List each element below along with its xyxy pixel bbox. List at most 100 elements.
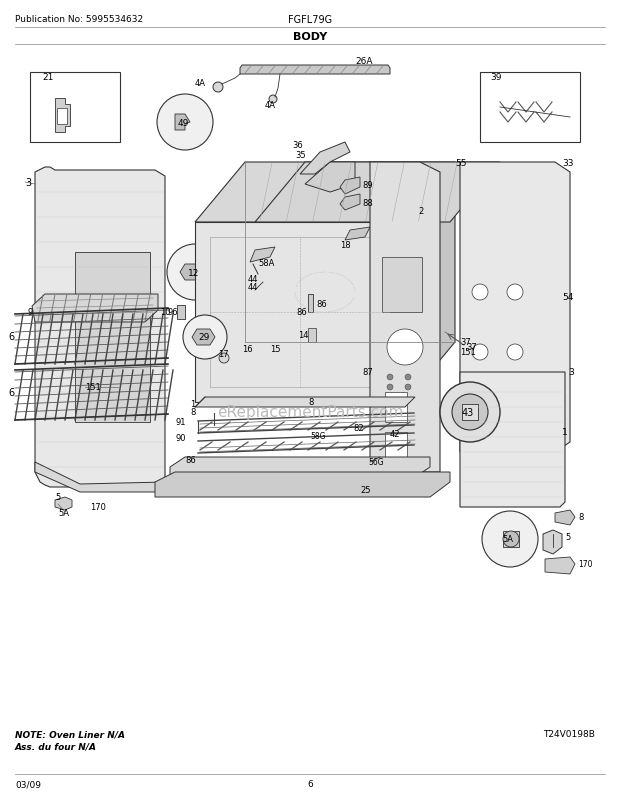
Bar [462,404,478,420]
Text: 18: 18 [340,241,351,249]
Text: 37: 37 [466,343,477,352]
Text: 15: 15 [270,345,280,354]
Text: 33: 33 [562,158,574,168]
Polygon shape [340,195,360,211]
Text: 43: 43 [462,407,474,418]
Text: 86: 86 [316,300,327,309]
Bar [177,306,185,320]
Bar [30,73,120,143]
Polygon shape [255,163,500,223]
Text: 88: 88 [362,198,373,207]
Text: 91: 91 [175,418,185,427]
Circle shape [472,345,488,361]
Text: eReplacementParts.com: eReplacementParts.com [217,405,403,420]
Circle shape [183,316,227,359]
Text: 3: 3 [568,368,574,377]
Text: 3: 3 [25,178,31,188]
Text: 87: 87 [362,368,373,377]
Bar [308,294,313,313]
Circle shape [213,83,223,93]
Text: 16: 16 [242,345,252,354]
Text: Publication No: 5995534632: Publication No: 5995534632 [15,15,143,25]
Polygon shape [345,228,370,241]
Text: 1: 1 [190,400,195,409]
Text: 21: 21 [42,72,53,81]
Bar [382,257,422,313]
Circle shape [503,532,519,547]
Polygon shape [240,66,390,75]
Bar [385,432,407,457]
Text: 86: 86 [296,308,307,317]
Circle shape [531,428,539,436]
Text: 6: 6 [8,387,14,398]
Text: T24V0198B: T24V0198B [543,730,595,739]
Circle shape [387,375,393,380]
Text: FGFL79G: FGFL79G [288,15,332,25]
Polygon shape [545,557,575,574]
Circle shape [387,384,393,391]
Text: 58G: 58G [310,432,326,441]
Circle shape [440,383,500,443]
Text: 29: 29 [198,333,210,342]
Text: 39: 39 [490,72,502,81]
Circle shape [405,375,411,380]
Polygon shape [32,294,158,322]
Polygon shape [340,178,360,195]
Polygon shape [460,373,565,508]
Text: 90: 90 [175,434,185,443]
Text: 2: 2 [418,206,423,215]
Circle shape [476,428,484,436]
Circle shape [472,285,488,301]
Text: 5A: 5A [502,535,513,544]
Polygon shape [300,143,350,175]
Text: 96: 96 [168,308,179,317]
Text: 44: 44 [248,283,259,292]
Polygon shape [55,497,72,510]
Polygon shape [305,163,355,192]
Bar [385,392,407,423]
Polygon shape [195,398,415,407]
Circle shape [482,512,538,567]
Text: 151: 151 [85,383,100,392]
Text: 6: 6 [8,331,14,342]
Bar [75,253,150,423]
Polygon shape [460,163,570,452]
Text: Ass. du four N/A: Ass. du four N/A [15,742,97,751]
Text: 170: 170 [578,560,593,569]
Polygon shape [543,530,562,554]
Text: 10: 10 [160,308,171,317]
Circle shape [405,384,411,391]
Polygon shape [175,115,190,131]
Circle shape [507,285,523,301]
Text: 8: 8 [190,408,195,417]
Text: 82: 82 [353,424,363,433]
Text: 8: 8 [578,512,583,522]
Polygon shape [195,163,455,223]
Polygon shape [555,510,575,525]
Text: 5: 5 [565,533,570,542]
Text: 49: 49 [178,119,189,128]
Polygon shape [195,223,405,403]
Bar [57,109,67,125]
Polygon shape [370,163,440,472]
Polygon shape [180,265,205,281]
Text: 54: 54 [562,294,574,302]
Bar [503,532,519,547]
Text: 17: 17 [218,350,229,359]
Circle shape [472,404,488,420]
Text: 86: 86 [185,456,196,465]
Text: 58A: 58A [258,258,275,267]
Text: 14: 14 [298,331,309,340]
Text: 56G: 56G [368,458,384,467]
Circle shape [452,395,488,431]
Polygon shape [35,463,165,492]
Text: NOTE: Oven Liner N/A: NOTE: Oven Liner N/A [15,730,125,739]
Circle shape [506,428,514,436]
Polygon shape [250,248,275,263]
Text: 55: 55 [455,158,466,168]
Text: 1: 1 [562,428,568,437]
Circle shape [269,96,277,104]
Text: 35: 35 [295,150,306,160]
Text: 4A: 4A [195,79,206,87]
Text: 37: 37 [460,338,471,347]
